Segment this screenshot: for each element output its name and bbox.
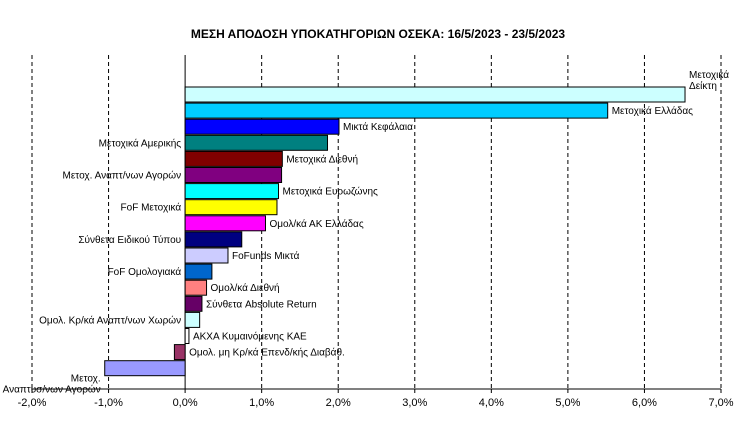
bar-14: [184, 295, 203, 312]
bar-9: [184, 215, 266, 232]
tick-label: 1,0%: [249, 397, 274, 409]
tick-label: -1,0%: [94, 397, 123, 409]
category-label-2: Μετοχικά Ελλάδας: [612, 105, 693, 117]
bar-6: [184, 167, 283, 183]
category-label-15: Ομολ. Κρ/κά Αναπτ/νων Χωρών: [39, 314, 181, 326]
category-label-1: Μετοχικά Δείκτη: [689, 69, 729, 92]
bar-7: [184, 183, 280, 200]
tick-label: 4,0%: [479, 397, 504, 409]
category-label-14: Σύνθετα Absolute Return: [206, 298, 317, 310]
category-label-12: FoF Ομολογιακά: [108, 266, 182, 278]
bar-16: [184, 328, 190, 344]
tick-label: 6,0%: [632, 397, 657, 409]
category-label-17: Ομολ. μη Κρ/κά Επενδ/κής Διαβάθ.: [189, 347, 345, 359]
category-label-10: Σύνθετα Ειδικού Τύπου: [78, 234, 181, 246]
bar-3: [184, 118, 340, 135]
bar-15: [184, 311, 201, 328]
bar-17: [173, 344, 186, 361]
category-label-9: Ομολ/κά ΑΚ Ελλάδας: [269, 218, 363, 230]
category-label-4: Μετοχικά Αμερικής: [99, 137, 182, 149]
category-labels: Μετοχικά Δείκτη Μετοχικά Ελλάδας Μικτά Κεφά…: [3, 69, 730, 396]
category-label-3: Μικτά Κεφάλαια: [343, 121, 413, 133]
tick-label: 0,0%: [173, 397, 198, 409]
tick-label: 7,0%: [708, 397, 733, 409]
category-label-13: Ομολ/κά Διεθνή: [211, 282, 280, 294]
bar-10: [184, 231, 243, 248]
x-axis-ticks: -2,0% -1,0% 0,0% 1,0% 2,0% 3,0% 4,0% 5,0% 6,0% 7,…: [18, 389, 734, 409]
bar-18: [104, 360, 186, 377]
category-label-6: Μετοχ. Αναπτ/νων Αγορών: [62, 170, 181, 182]
bar-8: [184, 199, 278, 216]
bar-2: [184, 102, 609, 119]
tick-label: 2,0%: [326, 397, 351, 409]
category-label-11: FoFunds Μικτά: [232, 250, 300, 262]
tick-label: 3,0%: [402, 397, 427, 409]
bar-4: [184, 134, 329, 151]
tick-label: 5,0%: [555, 397, 580, 409]
bar-5: [184, 150, 283, 167]
tick-label: -2,0%: [18, 397, 47, 409]
bar-1: [184, 86, 686, 103]
category-label-8: FoF Μετοχικά: [121, 202, 182, 214]
chart-title: ΜΕΣΗ ΑΠΟΔΟΣΗ ΥΠΟΚΑΤΗΓΟΡΙΩΝ ΟΣΕΚΑ: 16/5/2…: [191, 27, 566, 41]
bar-13: [184, 279, 208, 296]
bar-12: [184, 263, 213, 280]
bar-11: [184, 247, 229, 264]
category-label-18: Μετοχ. Αναπτυσ/νων Αγορών: [3, 374, 101, 396]
bars: [104, 86, 686, 377]
category-label-7: Μετοχικά Ευρωζώνης: [283, 186, 379, 198]
category-label-16: ΑΚΧΑ Κυμαινόμενης ΚΑΕ: [193, 331, 307, 343]
category-label-5: Μετοχικά Διεθνή: [286, 153, 358, 165]
